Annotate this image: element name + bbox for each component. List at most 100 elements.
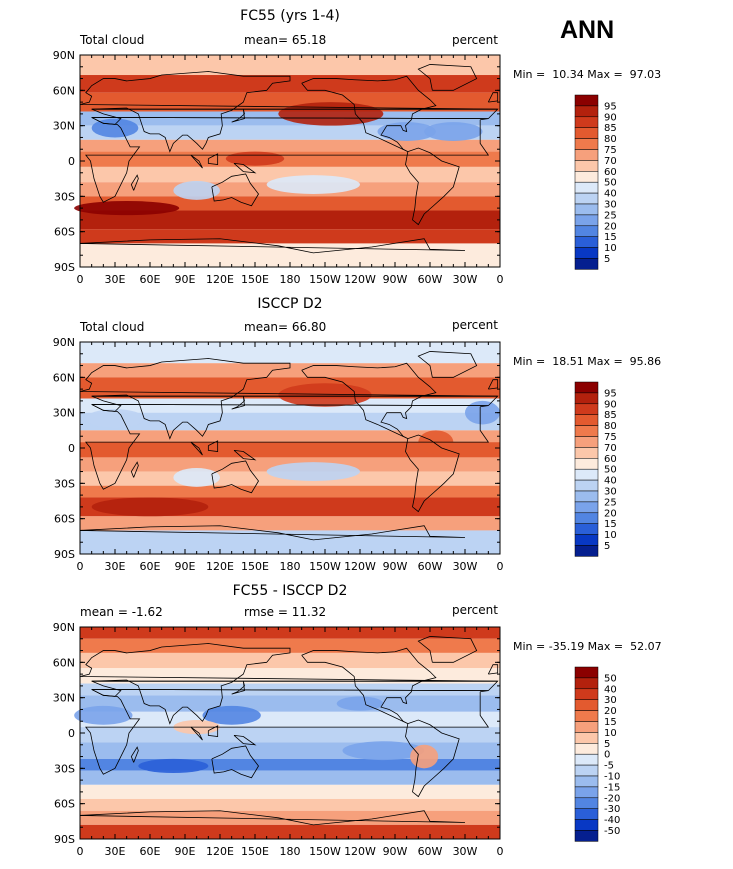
- field-band-5: [80, 430, 500, 443]
- field-band-2: [80, 652, 500, 669]
- colorbar-swatch-10: [574, 775, 599, 788]
- x-tick-label: 90W: [383, 845, 408, 858]
- colorbar-label: 15: [604, 232, 617, 243]
- panel1-left-label: Total cloud: [80, 33, 145, 47]
- panel2-center-label: mean= 66.80: [244, 320, 327, 334]
- coastline-1: [85, 404, 490, 490]
- colorbar-swatch-15: [574, 258, 599, 270]
- field-band-9: [80, 196, 500, 211]
- field-band-0: [80, 342, 500, 364]
- y-tick-label: 90S: [54, 833, 75, 846]
- field-band-11: [80, 784, 500, 799]
- panel1-center-label: mean= 65.18: [244, 33, 327, 47]
- colorbar-label: 85: [604, 410, 617, 421]
- colorbar-swatch-7: [574, 458, 599, 470]
- x-tick-label: 180: [280, 845, 301, 858]
- x-tick-label: 150W: [309, 273, 341, 286]
- colorbar-label: -5: [604, 761, 614, 772]
- y-tick-label: 60S: [54, 226, 75, 239]
- colorbar-label: 70: [604, 156, 617, 167]
- coastline-9: [207, 153, 219, 165]
- panel3-right-label: percent: [452, 603, 498, 617]
- colorbar-label: 90: [604, 112, 617, 123]
- x-tick-label: 0: [77, 273, 84, 286]
- field-patch-3: [424, 122, 483, 141]
- colorbar-swatch-2: [574, 403, 599, 415]
- y-tick-label: 90N: [53, 49, 75, 62]
- coastline-6: [417, 351, 478, 378]
- coastline-11: [130, 746, 139, 763]
- coastline-2: [79, 643, 498, 725]
- coastline-2: [79, 358, 498, 440]
- colorbar-swatch-11: [574, 214, 599, 227]
- coastline-layer: [79, 64, 499, 267]
- colorbar-swatch-9: [574, 192, 599, 205]
- colorbar-swatch-2: [574, 688, 599, 700]
- colorbar-label: -15: [604, 782, 620, 793]
- y-tick-label: 90S: [54, 548, 75, 561]
- field-band-11: [80, 229, 500, 244]
- colorbar-label: 50: [604, 673, 617, 684]
- field-patch-0: [74, 705, 133, 725]
- y-tick-label: 30N: [53, 120, 75, 133]
- field-patch-3: [266, 462, 361, 481]
- colorbar-label: 85: [604, 123, 617, 134]
- colorbar-swatch-11: [574, 786, 599, 799]
- field-patch-1: [91, 118, 139, 138]
- x-tick-label: 30E: [105, 273, 126, 286]
- coastline-8: [190, 726, 203, 741]
- coastline-4: [301, 75, 437, 152]
- colorbar-swatch-10: [574, 490, 599, 503]
- coastline-5: [405, 719, 460, 798]
- colorbar-label: 20: [604, 221, 617, 232]
- colorbar-label: 30: [604, 200, 617, 211]
- colorbar-swatch-15: [574, 830, 599, 842]
- field-patch-2: [85, 409, 145, 428]
- y-tick-label: 30S: [54, 190, 75, 203]
- x-tick-label: 60W: [418, 845, 443, 858]
- coastline-1: [85, 117, 490, 203]
- x-tick-label: 150W: [309, 845, 341, 858]
- coastline-4: [301, 362, 437, 439]
- colorbar-label: 30: [604, 487, 617, 498]
- colorbar-swatch-9: [574, 764, 599, 777]
- colorbar-swatch-14: [574, 247, 599, 259]
- colorbar-label: 5: [604, 739, 610, 750]
- x-tick-label: 150W: [309, 560, 341, 573]
- coastline-12: [231, 681, 245, 695]
- coastline-3: [211, 173, 259, 207]
- coastline-11: [130, 461, 139, 478]
- field-band-0: [80, 627, 500, 639]
- field-band-13: [80, 810, 500, 825]
- x-tick-label: 0: [77, 845, 84, 858]
- y-tick-label: 30S: [54, 477, 75, 490]
- x-tick-label: 180: [280, 273, 301, 286]
- y-tick-label: 90N: [53, 621, 75, 634]
- panel2-title: ISCCP D2: [257, 296, 323, 312]
- y-tick-label: 60N: [53, 656, 75, 669]
- colorbar-swatch-6: [574, 732, 599, 744]
- panel3-left-label: mean = -1.62: [80, 605, 163, 619]
- colorbar-swatch-8: [574, 181, 599, 194]
- colorbar-label: 15: [604, 519, 617, 530]
- x-tick-label: 60E: [140, 560, 161, 573]
- colorbar-swatch-9: [574, 479, 599, 492]
- colorbar-swatch-12: [574, 797, 599, 809]
- colorbar-label: 75: [604, 145, 617, 156]
- colorbar-label: 95: [604, 388, 617, 399]
- colorbar-label: 75: [604, 432, 617, 443]
- x-tick-label: 90E: [175, 845, 196, 858]
- colorbar-label: -10: [604, 772, 620, 783]
- panel2-stats: Min = 18.51 Max = 95.86: [513, 355, 662, 368]
- coastline-3: [211, 460, 259, 494]
- colorbar-label: 60: [604, 167, 617, 178]
- y-tick-label: 30N: [53, 692, 75, 705]
- panel2-right-label: percent: [452, 318, 498, 332]
- colorbar-swatch-14: [574, 534, 599, 546]
- field-band-4: [80, 412, 500, 431]
- colorbar-label: -50: [604, 826, 620, 837]
- coastline-9: [207, 440, 219, 452]
- colorbar-swatch-4: [574, 425, 599, 437]
